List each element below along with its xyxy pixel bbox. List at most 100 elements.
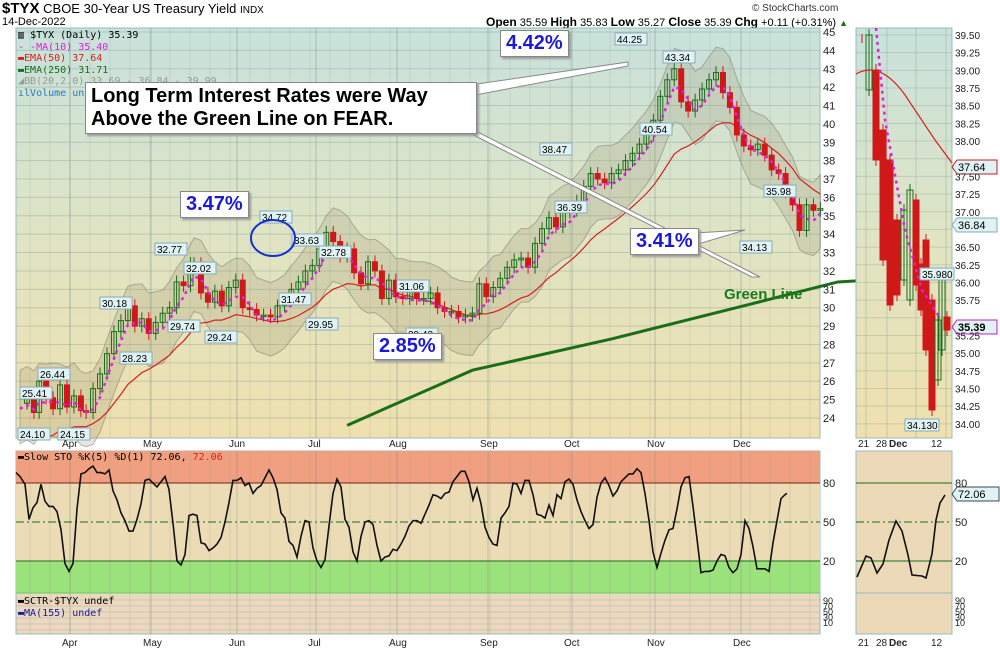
legend-ema250: ▬EMA(250) 31.71: [18, 64, 109, 76]
legend-ema50-text: EMA(50) 37.64: [24, 53, 103, 64]
svg-text:31: 31: [823, 284, 835, 296]
main-y-axis: 24 25 26 27 28 29 30 31 32 33 34 35 36 37 38 39 40 41 42 43…: [823, 27, 835, 425]
svg-text:24.10: 24.10: [20, 430, 45, 441]
svg-text:31.47: 31.47: [281, 295, 306, 306]
legend-bb-text: BB(20,2.0) 33.69 - 36.84 - 39.99: [24, 76, 217, 87]
svg-text:50: 50: [955, 607, 965, 617]
svg-text:80: 80: [823, 478, 835, 490]
svg-text:34.13: 34.13: [742, 243, 767, 254]
svg-text:Dec: Dec: [733, 439, 751, 450]
svg-text:72.06: 72.06: [958, 489, 986, 501]
close-value: 35.39: [704, 17, 732, 29]
svg-text:34.75: 34.75: [955, 367, 980, 378]
high-label: High: [550, 15, 577, 29]
svg-text:24.15: 24.15: [60, 430, 85, 441]
svg-text:Apr: Apr: [62, 439, 78, 450]
close-label: Close: [668, 15, 701, 29]
main-annotation-callout: Long Term Interest Rates were Way Above …: [85, 82, 477, 134]
svg-text:36.50: 36.50: [955, 243, 980, 254]
legend-ema250-text: EMA(250) 31.71: [24, 64, 109, 76]
zoom-y-axis: 34.00 34.25 34.50 34.75 35.00 35.25 35.75 36.00…: [955, 31, 980, 431]
callout-aug-yield: 2.85%: [373, 333, 442, 360]
svg-text:38.25: 38.25: [955, 119, 980, 130]
svg-text:20: 20: [823, 556, 835, 568]
security-name: CBOE 30-Year US Treasury Yield: [43, 1, 237, 16]
annotation-line2: Above the Green Line on FEAR.: [91, 108, 394, 130]
svg-text:21: 21: [858, 638, 870, 649]
svg-text:42: 42: [823, 82, 835, 94]
svg-text:24: 24: [823, 413, 835, 425]
green-line-label: Green Line: [724, 286, 803, 303]
sctr-swatch-icon: ▬: [18, 596, 25, 607]
svg-text:39.00: 39.00: [955, 66, 980, 77]
svg-text:34.25: 34.25: [955, 402, 980, 413]
svg-text:32.02: 32.02: [186, 264, 211, 275]
svg-text:Jul: Jul: [308, 638, 321, 649]
price-labels: 25.41 24.10 26.44 24.15 30.18 28.23 32.77 29.74…: [17, 32, 797, 441]
sto-k-line: [15, 464, 788, 574]
svg-text:27: 27: [823, 358, 835, 370]
svg-text:29: 29: [823, 321, 835, 333]
svg-text:50: 50: [955, 517, 967, 529]
svg-text:44: 44: [823, 45, 835, 57]
symbol: $TYX: [2, 0, 40, 17]
svg-text:36.84: 36.84: [958, 220, 986, 232]
annotation-line1: Long Term Interest Rates were Way: [91, 85, 428, 107]
legend-ema50: ▬EMA(50) 37.64: [18, 53, 103, 64]
low-label: Low: [610, 15, 635, 29]
sctr-line1: ▬SCTR-$TYX undef: [18, 596, 114, 608]
exchange: INDX: [239, 5, 264, 16]
legend-volume: ılVolume unde: [18, 87, 97, 99]
svg-text:28: 28: [823, 339, 835, 351]
sto-legend: ▬Slow STO %K(5) %D(1) 72.06, 72.06: [18, 452, 223, 463]
svg-text:21: 21: [858, 439, 870, 450]
svg-text:34.130: 34.130: [907, 421, 938, 432]
svg-text:70: 70: [823, 602, 833, 612]
callout-dec-yield: 3.41%: [630, 228, 699, 255]
legend-ma10: - -MA(10) 35.40: [18, 41, 109, 53]
svg-text:50: 50: [823, 517, 835, 529]
legend-price: ▥ $TYX (Daily) 35.39: [18, 30, 217, 42]
svg-text:38: 38: [823, 156, 835, 168]
zoom-grid: [856, 28, 952, 438]
legend-price-text: $TYX (Daily) 35.39: [30, 30, 139, 41]
open-value: 35.59: [519, 17, 548, 29]
chg-label: Chg: [734, 15, 758, 29]
svg-text:40.54: 40.54: [642, 125, 667, 136]
svg-text:44.25: 44.25: [617, 35, 642, 46]
svg-text:10: 10: [823, 618, 833, 628]
svg-text:37.25: 37.25: [955, 190, 980, 201]
svg-text:10: 10: [955, 618, 965, 628]
legend-volume-text: Volume unde: [30, 87, 97, 99]
svg-text:90: 90: [823, 596, 833, 606]
svg-text:26.44: 26.44: [40, 370, 65, 381]
ma155-swatch-icon: ▬: [18, 607, 25, 619]
svg-text:35.98: 35.98: [766, 187, 791, 198]
svg-text:41: 41: [823, 101, 835, 113]
legend-bb: ◢BB(20,2.0) 33.69 - 36.84 - 39.99: [18, 76, 217, 88]
ohlc-bar: Open 35.59 High 35.83 Low 35.27 Close 35…: [486, 15, 848, 29]
svg-text:33: 33: [823, 248, 835, 260]
svg-text:Dec: Dec: [733, 638, 751, 649]
svg-text:35.25: 35.25: [955, 331, 980, 342]
svg-text:Dec: Dec: [889, 439, 908, 450]
callout-jun-yield: 3.47%: [180, 191, 249, 218]
svg-text:30: 30: [823, 613, 833, 623]
svg-text:May: May: [143, 439, 162, 450]
svg-text:Oct: Oct: [564, 439, 580, 450]
price-legend: ▥ $TYX (Daily) 35.39 - -MA(10) 35.40 ▬EM…: [18, 30, 217, 99]
svg-text:36.39: 36.39: [557, 203, 582, 214]
svg-text:20: 20: [955, 556, 967, 568]
sto-oversold-zone: [16, 561, 820, 593]
ema250-green-line: [346, 274, 934, 427]
svg-text:45: 45: [823, 27, 835, 39]
bollinger-band: [19, 46, 821, 448]
sctr-line1-text: SCTR-$TYX undef: [24, 596, 115, 607]
svg-text:30.18: 30.18: [102, 299, 127, 310]
svg-text:35.980: 35.980: [922, 270, 953, 281]
svg-text:34.72: 34.72: [262, 213, 287, 224]
main-x-axis: Apr May Jun Jul Aug Sep Oct Nov Dec: [62, 439, 751, 450]
sto-legend-value: 72.06: [192, 452, 223, 463]
high-value: 35.83: [580, 17, 608, 29]
